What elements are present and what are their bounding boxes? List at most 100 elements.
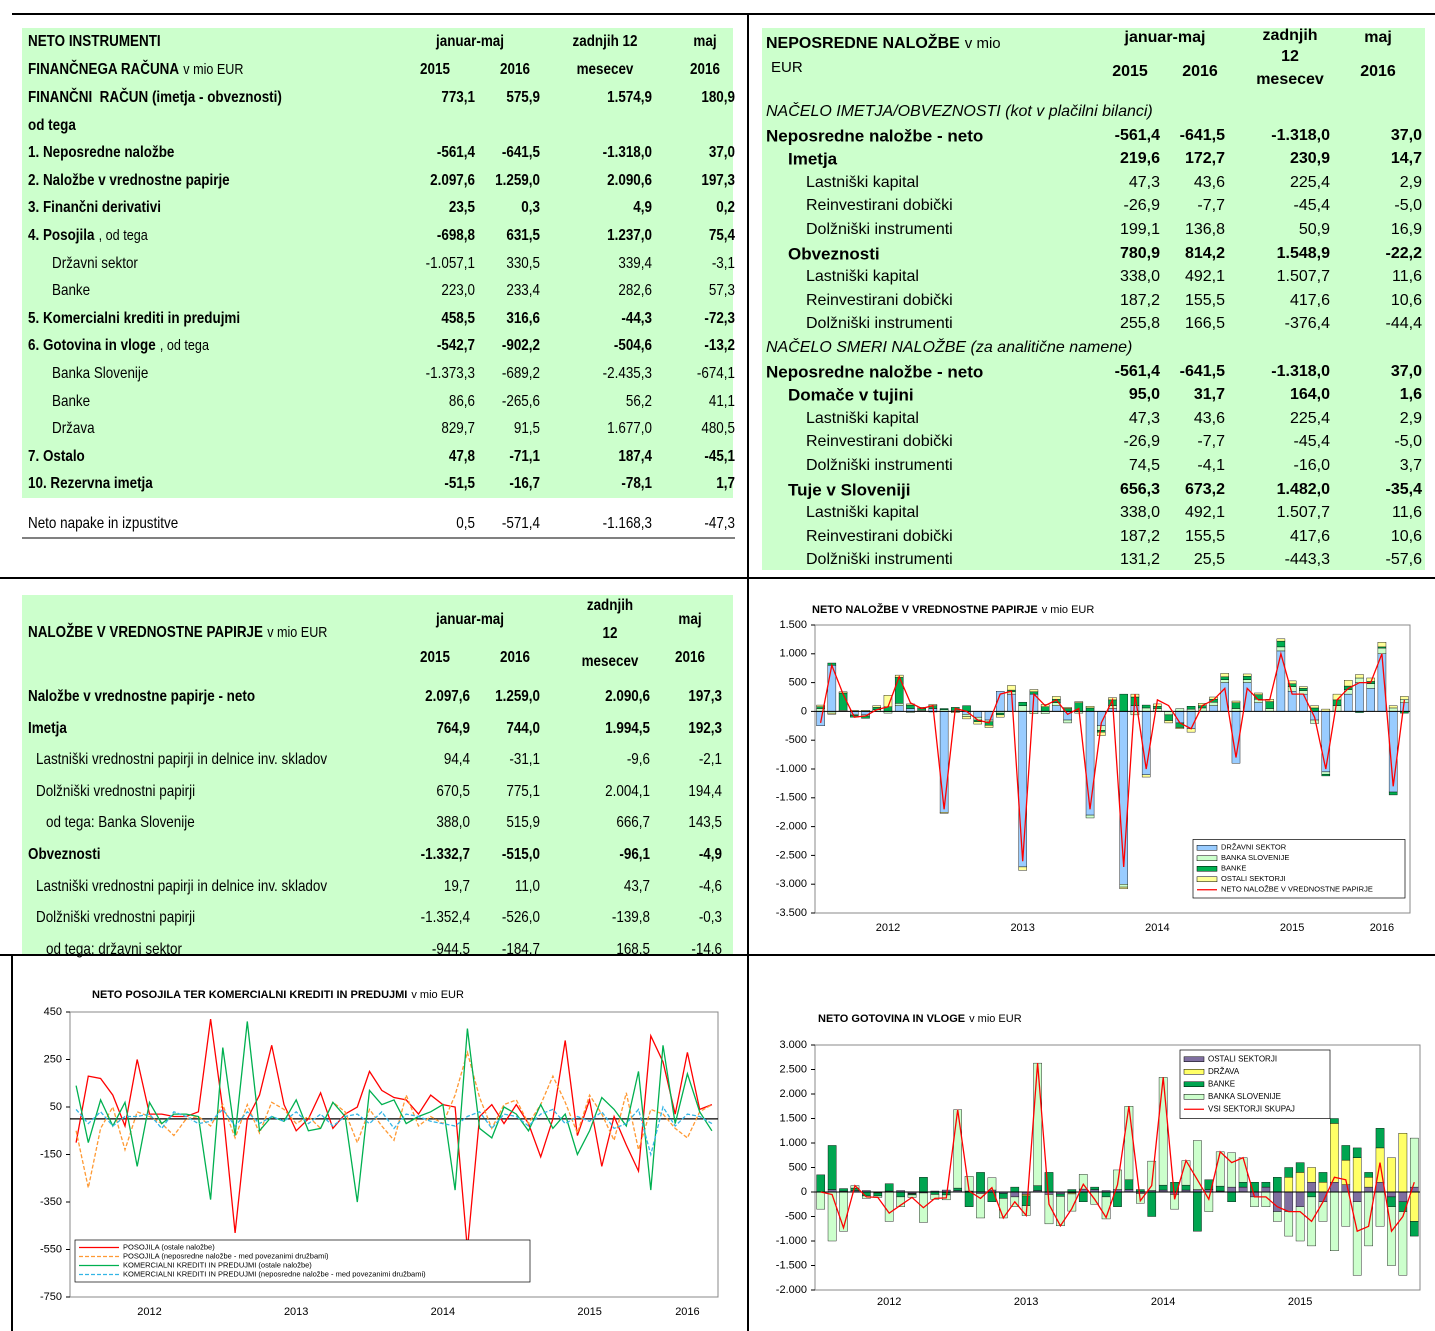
value: 2.097,6 xyxy=(430,171,475,189)
value: -47,3 xyxy=(704,515,735,532)
value: 194,4 xyxy=(688,782,722,800)
legend-label: BANKE xyxy=(1221,864,1246,873)
value: 75,4 xyxy=(708,227,735,244)
bar xyxy=(1341,1191,1351,1227)
cell: 11,0 xyxy=(515,878,540,895)
value: -45,4 xyxy=(1293,433,1330,451)
year: 2015 xyxy=(1112,63,1148,80)
y-tick-label: -550 xyxy=(40,1243,62,1255)
bar xyxy=(1010,1186,1020,1193)
row-label: od tega: Banka Slovenije xyxy=(46,815,195,831)
cell: -139,8 xyxy=(612,910,650,926)
y-tick-label: 1.000 xyxy=(779,1137,807,1149)
chart-title: NETO NALOŽBE V VREDNOSTNE PAPIRJE v mio E… xyxy=(812,603,1094,616)
bar xyxy=(816,704,825,707)
y-tick-label: 250 xyxy=(44,1053,62,1065)
cell: 339,4 xyxy=(618,255,652,272)
value: -3,1 xyxy=(711,254,735,272)
bar xyxy=(1273,1211,1282,1222)
value: -44,4 xyxy=(1385,315,1422,333)
chart-title: NETO GOTOVINA IN VLOGE v mio EUR xyxy=(818,1013,1022,1025)
bar xyxy=(1388,791,1398,796)
cell: 2.004,1 xyxy=(605,783,650,800)
bar xyxy=(1007,685,1016,691)
row-label: Lastniški vrednostni papirji in delnice … xyxy=(36,752,327,768)
row-label: Dolžniški instrumenti xyxy=(806,222,953,238)
cell: 225,4 xyxy=(1290,410,1330,427)
x-tick-label: 2016 xyxy=(675,1306,699,1318)
label: Tuje v Sloveniji xyxy=(788,480,911,500)
cell: -1.057,1 xyxy=(426,255,475,272)
bar xyxy=(1033,1062,1042,1186)
cell: 180,9 xyxy=(701,90,735,106)
last-12-months: zadnjih xyxy=(586,597,634,614)
value: 37,0 xyxy=(1390,362,1422,380)
column-header: januar-maj xyxy=(436,34,504,50)
legend-label: OSTALI SEKTORJI xyxy=(1221,874,1286,883)
cell: -31,1 xyxy=(509,752,540,768)
legend-label: BANKA SLOVENIJE xyxy=(1221,853,1289,862)
value: 480,5 xyxy=(701,420,735,438)
period: januar-maj xyxy=(436,611,504,628)
month: 2016 xyxy=(690,61,720,78)
value: 4,9 xyxy=(633,199,652,217)
cell: -57,6 xyxy=(1386,552,1422,568)
value: 25,5 xyxy=(1193,551,1225,569)
value: -16,7 xyxy=(509,475,540,493)
value: 86,6 xyxy=(448,392,475,410)
bar xyxy=(1231,702,1241,709)
line xyxy=(75,1021,713,1203)
row-label: Reinvestirani dobički xyxy=(806,528,953,545)
value: 223,0 xyxy=(441,282,475,300)
legend-swatch xyxy=(1183,1081,1205,1087)
label: Dolžniški instrumenti xyxy=(806,315,953,333)
cell: 1.548,9 xyxy=(1277,245,1330,262)
value: 164,0 xyxy=(1289,386,1330,404)
value: 515,9 xyxy=(506,814,540,832)
bar xyxy=(1209,701,1218,706)
label: Lastniški kapital xyxy=(806,268,919,286)
cell: 492,1 xyxy=(1185,505,1225,521)
row-label: FINANČNI RAČUN (imetja - obveznosti) xyxy=(28,90,282,106)
bar xyxy=(1355,677,1364,683)
cell: -2,1 xyxy=(699,752,722,768)
value: 2.097,6 xyxy=(425,688,470,705)
bar xyxy=(1377,647,1387,654)
bar xyxy=(1307,1191,1316,1198)
value: 338,0 xyxy=(1119,504,1160,522)
label: Dolžniški instrumenti xyxy=(806,221,953,238)
value: -902,2 xyxy=(501,337,540,355)
value: -1.373,3 xyxy=(425,365,475,382)
value: 136,8 xyxy=(1184,221,1225,238)
x-tick-label: 2013 xyxy=(284,1306,308,1318)
bar xyxy=(1318,1201,1328,1222)
bar xyxy=(1158,1184,1168,1191)
cell: 131,2 xyxy=(1120,552,1160,568)
bar xyxy=(1153,706,1162,709)
value: 330,5 xyxy=(506,254,540,272)
label: Lastniški vrednostni papirji in delnice … xyxy=(36,751,328,769)
bar xyxy=(1398,1191,1408,1203)
cell: 2.090,6 xyxy=(605,689,650,705)
legend-swatch xyxy=(1183,1094,1205,1100)
label: FINANČNI RAČUN (imetja - obveznosti) xyxy=(28,89,282,106)
line xyxy=(819,651,1406,867)
y-tick-label: 1.000 xyxy=(779,648,807,660)
x-tick-label: 2012 xyxy=(877,1296,901,1308)
value: -96,1 xyxy=(619,846,650,863)
cell: 168,5 xyxy=(616,941,650,958)
bar xyxy=(1085,706,1095,709)
bar xyxy=(1261,1181,1271,1188)
cell: 136,8 xyxy=(1185,222,1225,238)
value: 91,5 xyxy=(513,420,540,438)
bar xyxy=(1052,696,1061,700)
x-tick-label: 2012 xyxy=(876,922,900,934)
title-part: v mio EUR xyxy=(183,61,244,78)
row-label: Naložbe v vrednostne papirje - neto xyxy=(28,689,255,705)
value: 155,5 xyxy=(1184,291,1225,309)
x-tick-label: 2015 xyxy=(577,1306,601,1318)
value: 1.507,7 xyxy=(1276,504,1330,522)
cell: 515,9 xyxy=(506,815,540,831)
cell: 1.574,9 xyxy=(607,90,652,106)
value: -0,3 xyxy=(698,909,722,927)
